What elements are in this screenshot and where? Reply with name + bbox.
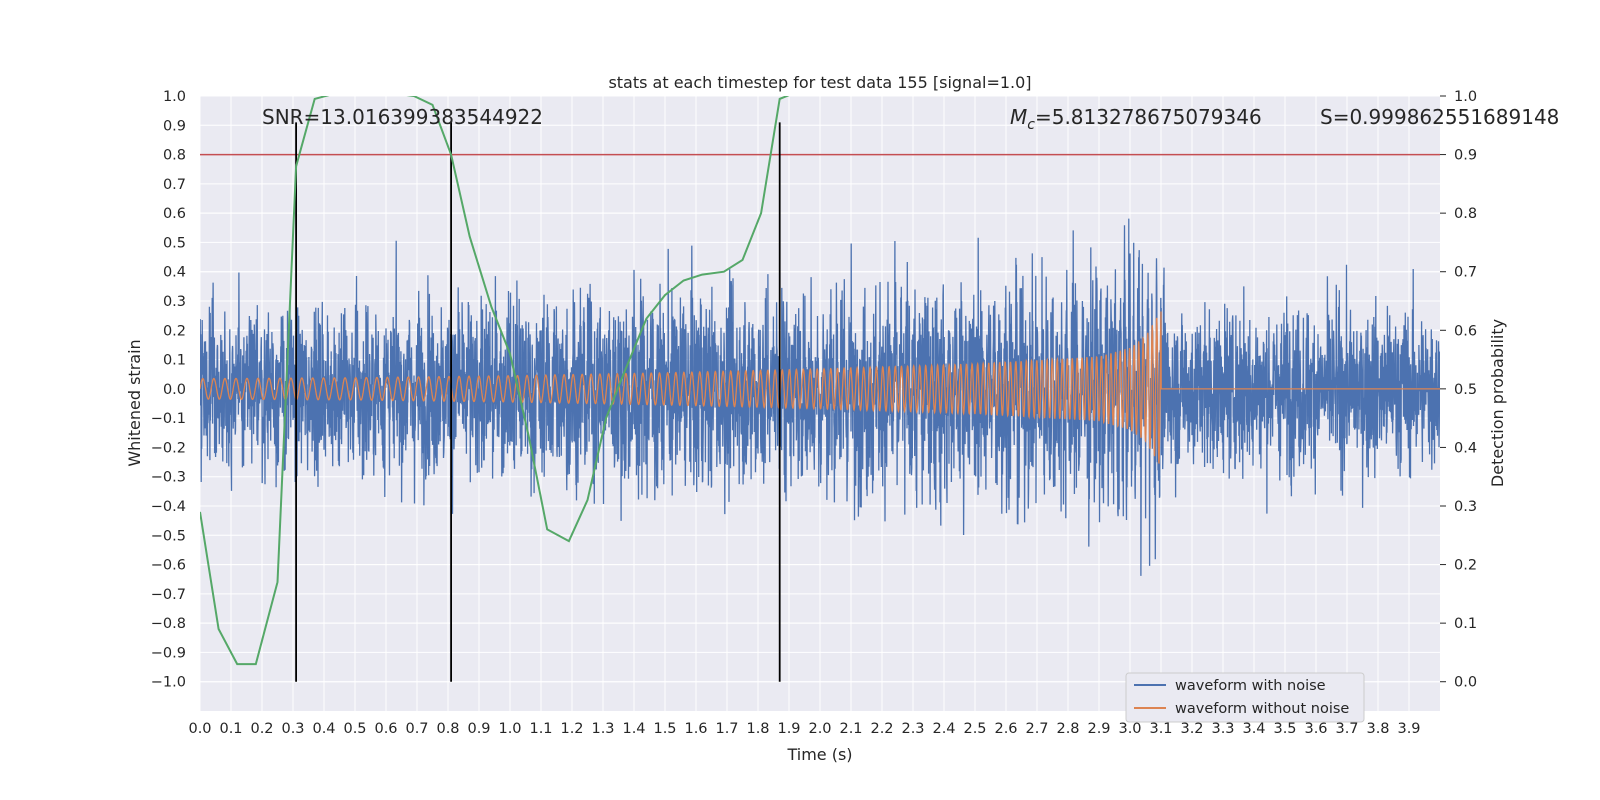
y-tick-label: −0.2 [151, 440, 186, 456]
x-tick-label: 3.8 [1366, 721, 1389, 737]
y-tick-label: 1.0 [163, 89, 186, 105]
vertical-markers [295, 122, 781, 682]
y-tick-label: −0.9 [151, 645, 186, 661]
x-tick-label: 0.5 [343, 721, 366, 737]
x-tick-label: 2.0 [808, 721, 831, 737]
x-tick-label: 1.0 [498, 721, 521, 737]
x-tick-label: 2.2 [870, 721, 893, 737]
right-tick-label: 1.0 [1454, 89, 1477, 105]
right-tick-label: 0.6 [1454, 323, 1477, 339]
x-tick-label: 1.8 [746, 721, 769, 737]
x-tick-label: 1.5 [653, 721, 676, 737]
x-tick-label: 2.7 [1025, 721, 1048, 737]
snr-annotation: SNR=13.016399383544922 [262, 105, 543, 129]
x-tick-label: 1.2 [560, 721, 583, 737]
x-tick-label: 2.9 [1087, 721, 1110, 737]
x-axis-ticks: 0.0 0.1 0.2 0.3 0.4 0.5 0.6 0.7 0.8 0.9 1.0 1.1 1.2 1… [188, 721, 1420, 737]
right-tick-label: 0.2 [1454, 558, 1477, 574]
y-tick-label: 0.1 [163, 353, 186, 369]
y-tick-label: 0.4 [163, 265, 186, 281]
y-tick-label: −0.5 [151, 528, 186, 544]
y-tick-label: −0.4 [151, 499, 186, 515]
x-tick-label: 1.1 [529, 721, 552, 737]
right-tick-label: 0.1 [1454, 616, 1477, 632]
right-axis-label: Detection probability [1488, 319, 1507, 487]
y-tick-label: 0.5 [163, 235, 186, 251]
legend: waveform with noise waveform without noi… [1125, 672, 1365, 723]
x-tick-label: 0.1 [219, 721, 242, 737]
right-tick-label: 0.8 [1454, 206, 1477, 222]
chart-title: stats at each timestep for test data 155… [608, 73, 1031, 92]
plot-content [200, 96, 1440, 682]
x-tick-label: 1.6 [684, 721, 707, 737]
right-tick-label: 0.0 [1454, 675, 1477, 691]
right-axis-ticks: 1.0 0.9 0.8 0.7 0.6 0.5 0.4 0.3 0.2 0.1 0.0 [1440, 89, 1477, 691]
y-tick-label: 0.8 [163, 148, 186, 164]
x-tick-label: 2.4 [932, 721, 955, 737]
y-tick-label: 0.6 [163, 206, 186, 222]
right-tick-label: 0.7 [1454, 265, 1477, 281]
chirp-mass-value: =5.813278675079346 [1035, 105, 1262, 129]
chirp-mass-annotation: Mc=5.813278675079346 [1010, 105, 1262, 133]
x-tick-label: 0.6 [374, 721, 397, 737]
legend-label-clean: waveform without noise [1175, 701, 1349, 717]
y-tick-label: −0.3 [151, 470, 186, 486]
x-tick-label: 0.4 [312, 721, 335, 737]
y-tick-label: 0.7 [163, 177, 186, 193]
y-tick-label: 0.0 [163, 382, 186, 398]
x-tick-label: 3.7 [1335, 721, 1358, 737]
x-tick-label: 0.9 [467, 721, 490, 737]
x-tick-label: 0.2 [250, 721, 273, 737]
y-tick-label: −0.7 [151, 587, 186, 603]
x-tick-label: 2.8 [1056, 721, 1079, 737]
y-tick-label: −1.0 [151, 675, 186, 691]
x-tick-label: 3.9 [1397, 721, 1420, 737]
x-tick-label: 3.2 [1180, 721, 1203, 737]
x-tick-label: 3.3 [1211, 721, 1234, 737]
x-tick-label: 2.3 [901, 721, 924, 737]
waveform-without-noise-line [200, 311, 1440, 464]
x-tick-label: 3.0 [1118, 721, 1141, 737]
legend-label-noise: waveform with noise [1175, 678, 1326, 694]
y-axis-label: Whitened strain [125, 339, 144, 466]
y-tick-label: 0.9 [163, 118, 186, 134]
y-tick-label: −0.1 [151, 411, 186, 427]
s-annotation: S=0.999862551689148 [1320, 105, 1559, 129]
x-tick-label: 3.1 [1149, 721, 1172, 737]
x-tick-label: 0.0 [188, 721, 211, 737]
right-tick-label: 0.3 [1454, 499, 1477, 515]
x-tick-label: 3.6 [1304, 721, 1327, 737]
x-tick-label: 1.4 [622, 721, 645, 737]
x-tick-label: 2.6 [994, 721, 1017, 737]
grid [199, 95, 1440, 711]
y-tick-label: 0.3 [163, 294, 186, 310]
x-axis-label: Time (s) [786, 745, 852, 764]
y-axis-ticks: 1.0 0.9 0.8 0.7 0.6 0.5 0.4 0.3 0.2 0.1 0.0 −0.1 −0.… [151, 89, 186, 691]
x-tick-label: 1.3 [591, 721, 614, 737]
detection-probability-line [200, 96, 790, 666]
x-tick-label: 1.7 [715, 721, 738, 737]
x-tick-label: 3.4 [1242, 721, 1265, 737]
y-tick-label: −0.8 [151, 616, 186, 632]
x-tick-label: 2.1 [839, 721, 862, 737]
y-tick-label: −0.6 [151, 558, 186, 574]
right-tick-label: 0.5 [1454, 382, 1477, 398]
right-tick-label: 0.9 [1454, 148, 1477, 164]
x-tick-label: 1.9 [777, 721, 800, 737]
chirp-mass-subscript: c [1027, 117, 1035, 133]
x-tick-label: 2.5 [963, 721, 986, 737]
x-tick-label: 3.5 [1273, 721, 1296, 737]
waveform-with-noise-line [200, 218, 1440, 576]
x-tick-label: 0.8 [436, 721, 459, 737]
x-tick-label: 0.3 [281, 721, 304, 737]
legend-box [1125, 672, 1365, 723]
right-tick-label: 0.4 [1454, 440, 1477, 456]
chirp-mass-symbol: M [1010, 105, 1027, 129]
y-tick-label: 0.2 [163, 323, 186, 339]
x-tick-label: 0.7 [405, 721, 428, 737]
